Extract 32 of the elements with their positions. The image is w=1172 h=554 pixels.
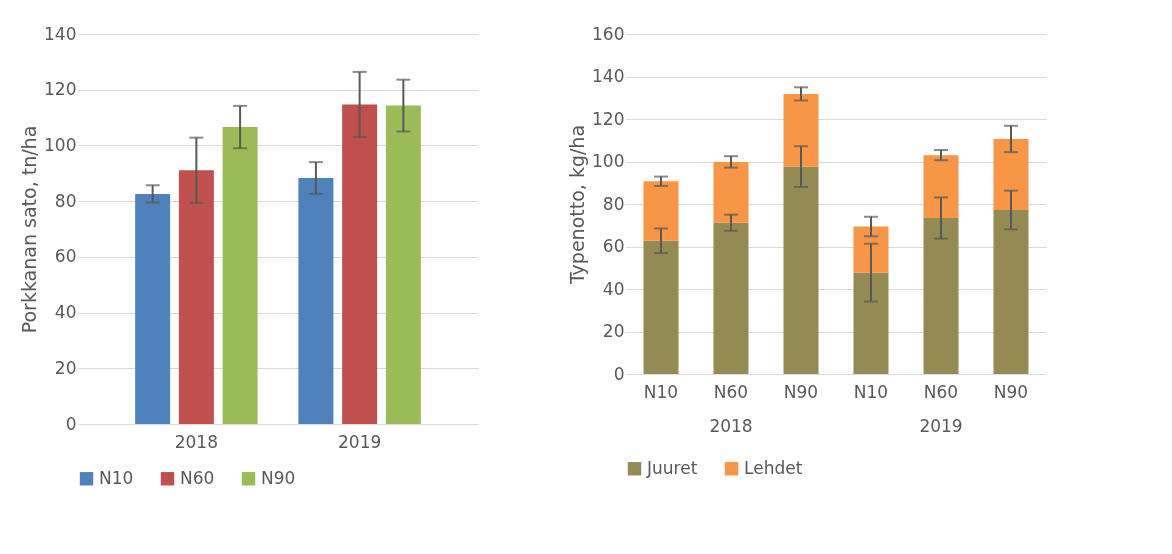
legend-label: Lehdet [744,457,803,478]
legend-label: N60 [180,467,215,488]
x-tick-label: N90 [783,381,819,402]
y-tick-label: 120 [592,108,625,129]
y-tick-label: 100 [44,134,77,155]
y-tick-label: 120 [44,79,77,100]
y-tick-label: 0 [65,413,77,434]
legend-label: Juuret [646,457,698,478]
y-tick-label: 40 [54,302,77,323]
y-axis-title: Typenotto, kg/ha [566,124,589,286]
y-tick-label: 0 [613,363,625,384]
text: 2018 [709,416,753,436]
legend-label: N10 [99,467,134,488]
x-tick-label: N60 [923,381,959,402]
y-tick-label: 20 [602,321,625,341]
y-tick-label: 80 [54,190,77,211]
x-tick-label: N10 [853,381,889,402]
y-tick-label: 60 [602,236,625,256]
x-tick-label: N90 [993,381,1029,402]
y-tick-label: 140 [44,23,77,44]
y-tick-label: 100 [592,151,625,171]
legend-label: N90 [261,467,296,488]
text: 2019 [919,416,963,436]
y-tick-label: 40 [602,278,625,299]
y-tick-label: 60 [54,246,77,267]
y-tick-label: 80 [602,193,625,214]
y-axis-title: Porkkanan sato, tn/ha [18,125,41,334]
x-tick-label: N10 [643,381,679,402]
y-tick-label: 140 [592,66,625,86]
y-tick-label: 20 [54,357,77,378]
x-tick-label: N60 [713,381,749,402]
y-tick-label: 160 [592,23,625,44]
